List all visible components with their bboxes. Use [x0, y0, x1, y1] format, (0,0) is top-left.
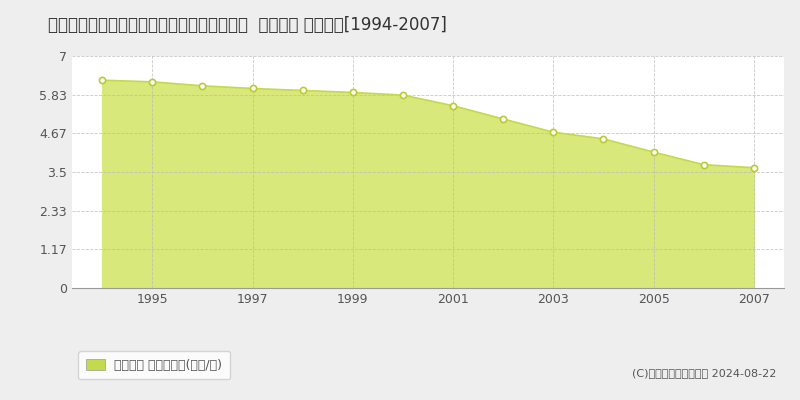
Text: (C)土地価格ドットコム 2024-08-22: (C)土地価格ドットコム 2024-08-22 — [632, 368, 776, 378]
Point — [747, 164, 760, 171]
Point — [196, 83, 209, 89]
Point — [698, 162, 710, 168]
Point — [597, 136, 610, 142]
Point — [547, 129, 560, 136]
Point — [346, 89, 359, 96]
Point — [96, 77, 109, 83]
Point — [146, 79, 158, 85]
Text: 北海道帯広市西２３条北１丁目１８番１８外  地価公示 地価推移[1994-2007]: 北海道帯広市西２３条北１丁目１８番１８外 地価公示 地価推移[1994-2007… — [48, 16, 447, 34]
Point — [397, 92, 410, 98]
Point — [647, 149, 660, 155]
Point — [246, 85, 259, 92]
Legend: 地価公示 平均坪単価(万円/坪): 地価公示 平均坪単価(万円/坪) — [78, 351, 230, 379]
Point — [497, 116, 510, 122]
Point — [446, 102, 459, 109]
Point — [296, 87, 309, 94]
